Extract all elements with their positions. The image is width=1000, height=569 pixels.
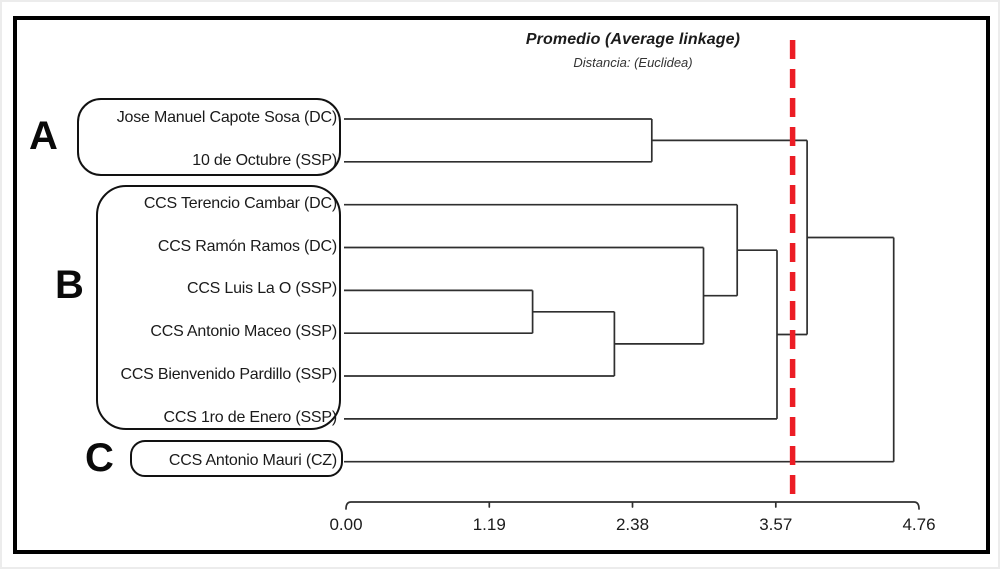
chart-subtitle: Distancia: (Euclidea) (573, 55, 693, 70)
cluster-letter-c: C (85, 436, 114, 480)
leaf-label: CCS Antonio Maceo (SSP) (150, 323, 337, 341)
leaf-label: CCS Ramón Ramos (DC) (157, 237, 337, 255)
leaf-label: Jose Manuel Capote Sosa (DC) (116, 109, 337, 126)
cluster-box-a (77, 98, 341, 176)
axis-tick-label: 3.57 (759, 515, 793, 534)
axis-tick-label: 1.19 (472, 515, 506, 534)
leaf-label: CCS 1ro de Enero (SSP) (163, 408, 338, 426)
cluster-letter-b: B (55, 263, 84, 307)
chart-title: Promedio (Average linkage) (525, 31, 741, 48)
leaf-label: 10 de Octubre (SSP) (192, 151, 337, 169)
cluster-box-c (130, 440, 343, 477)
leaf-label: CCS Terencio Cambar (DC) (143, 194, 337, 212)
chart-frame (13, 16, 990, 554)
distance-axis (345, 501, 920, 510)
leaf-label: CCS Antonio Mauri (CZ) (168, 451, 337, 469)
cluster-letter-a: A (29, 114, 58, 158)
dendrogram-links (344, 118, 895, 463)
axis-tick-label: 0.00 (329, 515, 363, 534)
leaf-label: CCS Bienvenido Pardillo (SSP) (120, 366, 337, 384)
leaf-label: CCS Luis La O (SSP) (186, 280, 337, 298)
axis-tick-label: 2.38 (615, 515, 650, 534)
cluster-box-b (96, 185, 341, 430)
axis-tick-label: 4.76 (902, 515, 936, 534)
